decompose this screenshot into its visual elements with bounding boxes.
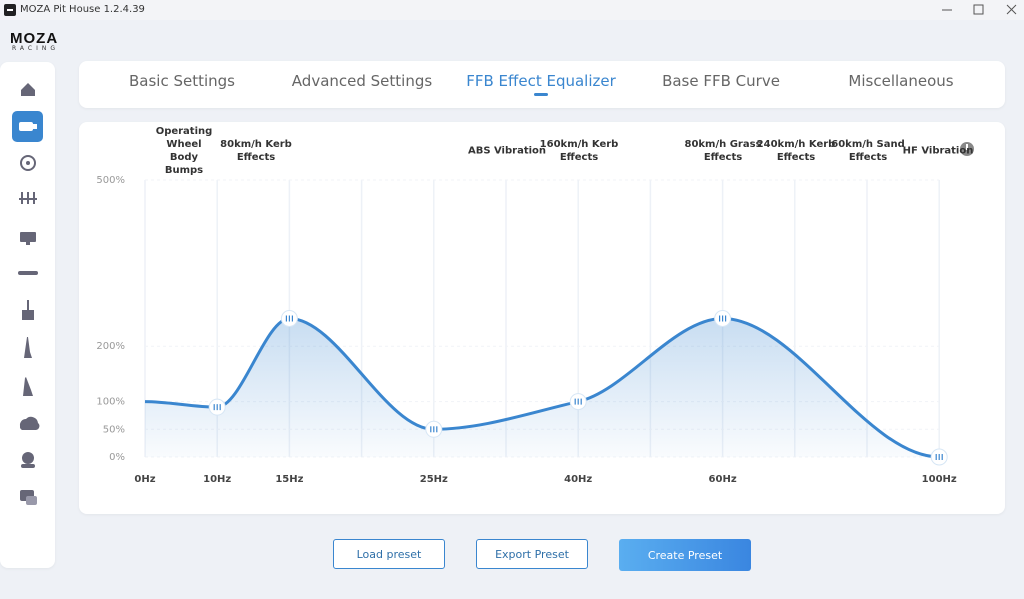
y-tick-label: 0% [109,452,125,463]
y-tick-label: 500% [96,175,125,186]
plot: 0% 50% 100% 200% 500% 0Hz 10Hz 15Hz 25Hz 40Hz 60Hz… [96,175,956,485]
effect-label: Operating Wheel Body Bumps [151,125,217,177]
tab[interactable]: Advanced Settings [292,72,432,90]
tab[interactable]: FFB Effect Equalizer [466,72,616,90]
tab[interactable]: Base FFB Curve [662,72,780,90]
equalizer-chart[interactable]: 0% 50% 100% 200% 500% 0Hz 10Hz 15Hz 25Hz 40Hz 60Hz… [79,122,1005,514]
title-bar: MOZA Pit House 1.2.4.39 [0,0,1024,20]
effect-label: 80km/h Kerb Effects [214,138,298,164]
effect-label: HF Vibration [896,145,980,158]
sidebar [0,62,55,568]
effect-label: 160km/h Kerb Effects [537,138,621,164]
x-tick-label: 100Hz [922,474,957,485]
y-tick-label: 200% [96,341,125,352]
effect-label: 80km/h Grass Effects [681,138,765,164]
x-tick-label: 10Hz [203,474,231,485]
x-tick-label: 15Hz [275,474,303,485]
tab[interactable]: Basic Settings [129,72,235,90]
button[interactable]: Export Preset [476,539,588,569]
x-tick-label: 40Hz [564,474,592,485]
y-tick-label: 50% [103,424,125,435]
x-tick-label: 25Hz [420,474,448,485]
sidebar-icons[interactable] [0,62,55,568]
window-title: MOZA Pit House 1.2.4.39 [20,4,145,15]
button[interactable]: Load preset [333,539,445,569]
button[interactable]: Create Preset [619,539,751,571]
tab-underline [534,93,548,96]
equalizer-panel: 0% 50% 100% 200% 500% 0Hz 10Hz 15Hz 25Hz 40Hz 60Hz… [79,122,1005,514]
y-tick-label: 100% [96,397,125,408]
app-icon [4,4,16,16]
window-controls[interactable] [930,2,1024,18]
curve-area [145,319,939,458]
tab[interactable]: Miscellaneous [848,72,953,90]
logo-tagline: RACING [12,45,59,52]
x-tick-label: 0Hz [134,474,155,485]
x-tick-label: 60Hz [709,474,737,485]
